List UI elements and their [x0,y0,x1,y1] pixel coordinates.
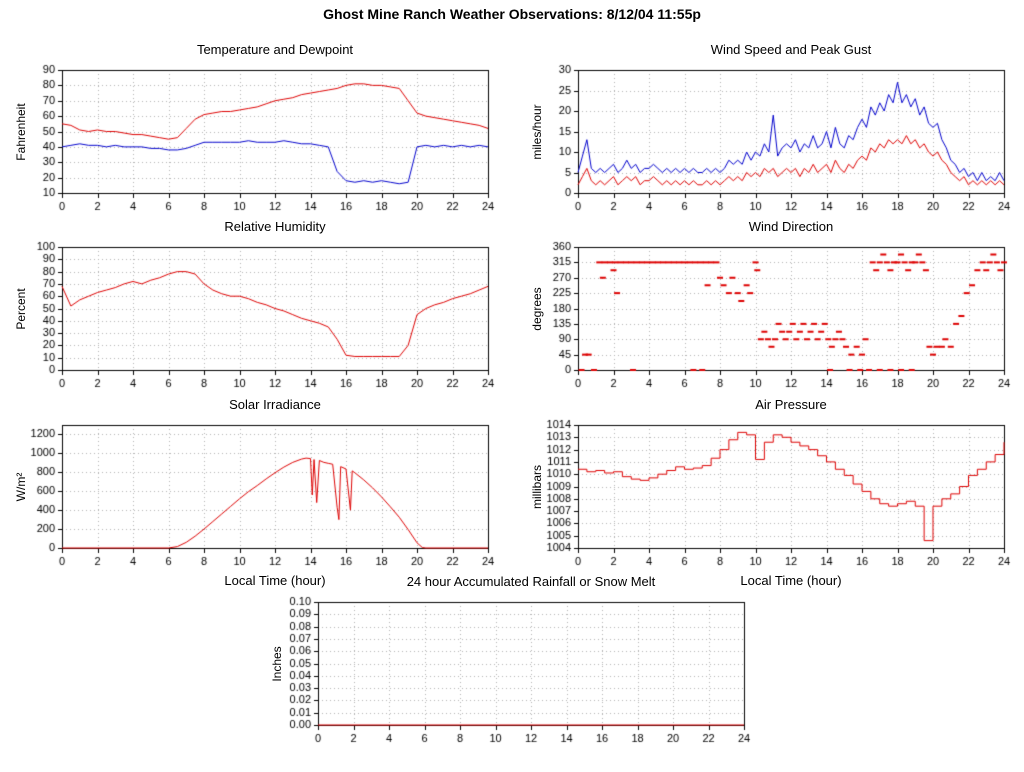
chart-wind-speed-gust: Wind Speed and Peak Gust miles/hour [518,40,1023,240]
x-axis-label: Local Time (hour) [740,573,842,588]
chart-title: Relative Humidity [224,219,326,234]
plot-area-wind-speed-gust [518,60,1019,218]
page-title: Ghost Mine Ranch Weather Observations: 8… [323,6,701,22]
chart-wind-direction: Wind Direction degrees [518,217,1023,417]
plot-area-relative-humidity [2,237,503,395]
plot-area-temperature-dewpoint [2,60,503,218]
chart-title: Solar Irradiance [229,397,321,412]
chart-title: Wind Direction [748,219,834,234]
chart-title: 24 hour Accumulated Rainfall or Snow Mel… [406,574,656,589]
chart-title: Wind Speed and Peak Gust [710,42,872,57]
chart-temperature-dewpoint: Temperature and Dewpoint Fahrenheit [2,40,507,240]
chart-title: Air Pressure [755,397,827,412]
chart-solar-irradiance: Solar Irradiance W/m² Local Time (hour) [2,395,507,595]
plot-area-wind-direction [518,237,1019,395]
chart-air-pressure: Air Pressure millibars Local Time (hour) [518,395,1023,595]
plot-area-solar-irradiance [2,415,503,573]
chart-relative-humidity: Relative Humidity Percent [2,217,507,417]
plot-area-air-pressure [518,415,1019,573]
x-axis-label: Local Time (hour) [224,573,326,588]
chart-rainfall: 24 hour Accumulated Rainfall or Snow Mel… [258,572,763,772]
chart-title: Temperature and Dewpoint [196,42,354,57]
plot-area-rainfall [258,592,759,750]
